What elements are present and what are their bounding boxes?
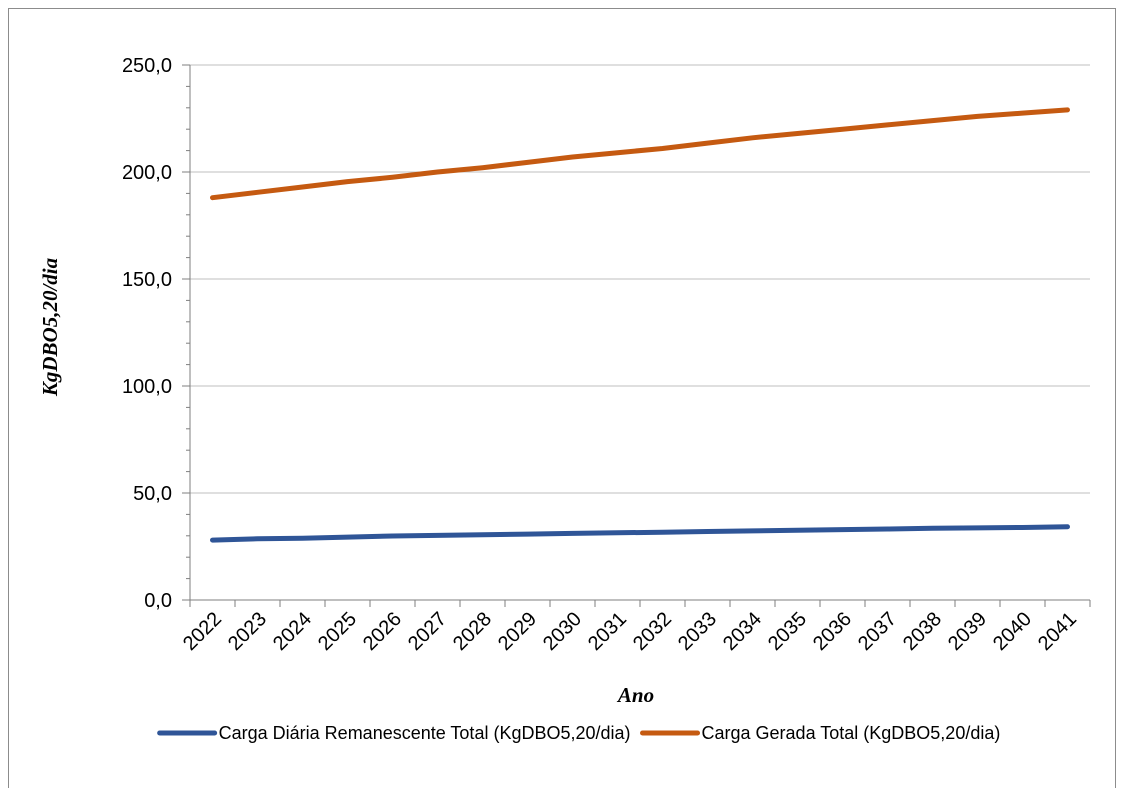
x-tick-label: 2029 [494,608,541,655]
x-tick-label: 2025 [314,608,361,655]
x-tick-label: 2034 [719,608,766,655]
series-line-1 [210,524,1070,543]
legend-label: Carga Gerada Total (KgDBO5,20/dia) [702,723,1001,743]
x-tick-label: 2022 [179,608,226,655]
series-lines [210,107,1070,543]
x-tick-label: 2036 [809,608,856,655]
x-tick-label: 2039 [944,608,991,655]
x-tick-label: 2030 [539,608,586,655]
line-chart: 0,0 50,0 100,0 150,0 200,0 250,0 202220232024… [38,55,1091,743]
y-tick-label: 100,0 [122,376,172,398]
y-tick-label: 200,0 [122,162,172,184]
x-tick-label: 2041 [1034,608,1081,655]
chart-frame [8,8,1116,788]
y-tick-label: 150,0 [122,269,172,291]
x-tick-label: 2026 [359,608,406,655]
gridlines [190,64,1090,494]
x-tick-label: 2035 [764,608,811,655]
x-tick-label: 2024 [269,608,316,655]
x-tick-label: 2040 [989,608,1036,655]
x-tick-label: 2033 [674,608,721,655]
legend: Carga Diária Remanescente Total (KgDBO5,… [157,723,1001,743]
x-tick-label: 2031 [584,608,631,655]
x-tick-label: 2037 [854,608,901,655]
y-tick-label: 250,0 [122,55,172,77]
x-tick-labels: 2022202320242025202620272028202920302031… [179,608,1081,655]
x-tick-label: 2027 [404,608,451,655]
axes [182,64,1091,607]
y-tick-label: 50,0 [133,483,172,505]
y-axis-title: KgDBO5,20/dia [38,258,62,397]
x-tick-label: 2032 [629,608,676,655]
legend-label: Carga Diária Remanescente Total (KgDBO5,… [219,723,631,743]
y-tick-labels: 0,0 50,0 100,0 150,0 200,0 250,0 [122,55,172,612]
x-axis-title: Ano [616,683,654,707]
series-line-2 [210,107,1070,201]
x-tick-label: 2028 [449,608,496,655]
y-tick-label: 0,0 [144,590,172,612]
x-tick-label: 2038 [899,608,946,655]
x-tick-label: 2023 [224,608,271,655]
